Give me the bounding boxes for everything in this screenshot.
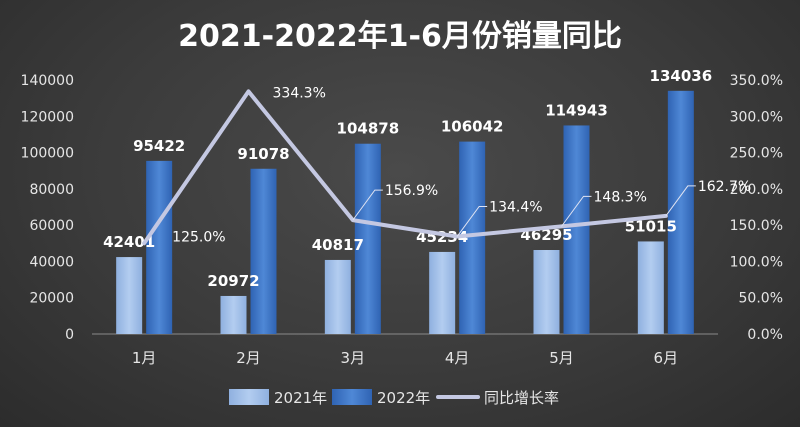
bar-value-label-2022: 114943 <box>545 101 608 119</box>
bar-value-labels: 4240195422209729107840817104878452341060… <box>103 67 712 290</box>
right-axis-tick-label: 250.0% <box>730 146 783 162</box>
bar-2021 <box>637 241 664 334</box>
right-axis-tick-label: 100.0% <box>730 254 783 270</box>
growth-rate-label: 162.7% <box>698 179 751 195</box>
bar-series <box>116 90 694 334</box>
category-label: 4月 <box>445 349 470 367</box>
growth-rate-labels: 125.0% 334.3% 156.9% 134.4% 148.3% 162.7% <box>172 85 751 245</box>
bar-value-label-2021: 40817 <box>312 236 364 254</box>
left-axis: 0 20000 40000 60000 80000 100000 120000 140000 <box>21 73 74 343</box>
bar-value-label-2021: 20972 <box>207 272 259 290</box>
category-label: 1月 <box>132 349 157 367</box>
growth-rate-label: 156.9% <box>385 183 438 199</box>
bar-2022 <box>250 168 277 334</box>
bar-value-label-2022: 104878 <box>337 120 400 138</box>
growth-rate-leader-line <box>352 189 383 221</box>
right-axis-tick-label: 300.0% <box>730 109 783 125</box>
bar-value-label-2022: 134036 <box>650 67 713 85</box>
growth-rate-label: 134.4% <box>489 199 542 215</box>
bar-2021 <box>220 295 247 334</box>
growth-rate-label: 148.3% <box>594 189 647 205</box>
left-axis-tick-label: 40000 <box>29 254 74 270</box>
growth-rate-label: 334.3% <box>273 85 326 101</box>
left-axis-tick-label: 120000 <box>21 109 74 125</box>
category-label: 3月 <box>341 349 366 367</box>
category-label: 2月 <box>236 349 261 367</box>
right-axis-tick-label: 350.0% <box>730 73 783 89</box>
right-axis-tick-label: 0.0% <box>747 327 783 343</box>
legend-label-2021: 2021年 <box>274 389 327 407</box>
left-axis-tick-label: 140000 <box>21 73 74 89</box>
growth-rate-leader-line <box>456 205 488 237</box>
legend-label-growth: 同比增长率 <box>484 389 559 407</box>
growth-rate-leader-line <box>665 185 696 217</box>
left-axis-tick-label: 100000 <box>21 146 74 162</box>
bar-2022 <box>146 160 173 334</box>
bar-2021 <box>533 250 560 334</box>
bar-2022 <box>563 125 590 334</box>
bar-2022 <box>667 90 694 334</box>
left-axis-tick-label: 20000 <box>29 291 74 307</box>
right-axis-tick-label: 150.0% <box>730 218 783 234</box>
growth-rate-label: 125.0% <box>172 229 225 245</box>
bar-value-label-2021: 51015 <box>625 217 677 235</box>
growth-rate-leader-line <box>561 195 592 227</box>
growth-line-series <box>142 89 668 246</box>
bar-value-label-2022: 95422 <box>133 137 185 155</box>
chart-title: 2021-2022年1-6月份销量同比 <box>178 19 622 54</box>
right-axis-tick-label: 200.0% <box>730 182 783 198</box>
right-axis-tick-label: 50.0% <box>739 291 783 307</box>
legend-swatch-2022 <box>332 389 372 405</box>
category-label: 5月 <box>549 349 574 367</box>
left-axis-tick-label: 60000 <box>29 218 74 234</box>
bar-value-label-2022: 91078 <box>237 145 289 163</box>
legend-swatch-2021 <box>229 389 269 405</box>
category-axis: 1月 2月 3月 4月 5月 6月 <box>132 349 678 367</box>
bar-2021 <box>429 251 456 334</box>
bar-2021 <box>116 257 143 334</box>
bar-2022 <box>354 143 381 334</box>
left-axis-tick-label: 0 <box>65 327 74 343</box>
bar-value-label-2022: 106042 <box>441 118 504 136</box>
bar-2021 <box>324 259 351 334</box>
legend-label-2022: 2022年 <box>377 389 430 407</box>
bar-value-label-2021: 42401 <box>103 233 155 251</box>
growth-rate-line <box>142 89 668 246</box>
category-label: 6月 <box>654 349 679 367</box>
legend: 2021年 2022年 同比增长率 <box>229 389 559 407</box>
left-axis-tick-label: 80000 <box>29 182 74 198</box>
right-axis: 0.0% 50.0% 100.0% 150.0% 200.0% 250.0% 300.0% 3… <box>730 73 783 343</box>
